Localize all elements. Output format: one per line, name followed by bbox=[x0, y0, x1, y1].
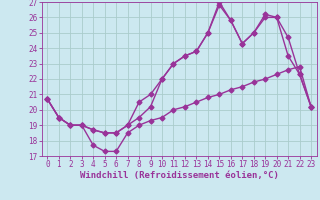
X-axis label: Windchill (Refroidissement éolien,°C): Windchill (Refroidissement éolien,°C) bbox=[80, 171, 279, 180]
